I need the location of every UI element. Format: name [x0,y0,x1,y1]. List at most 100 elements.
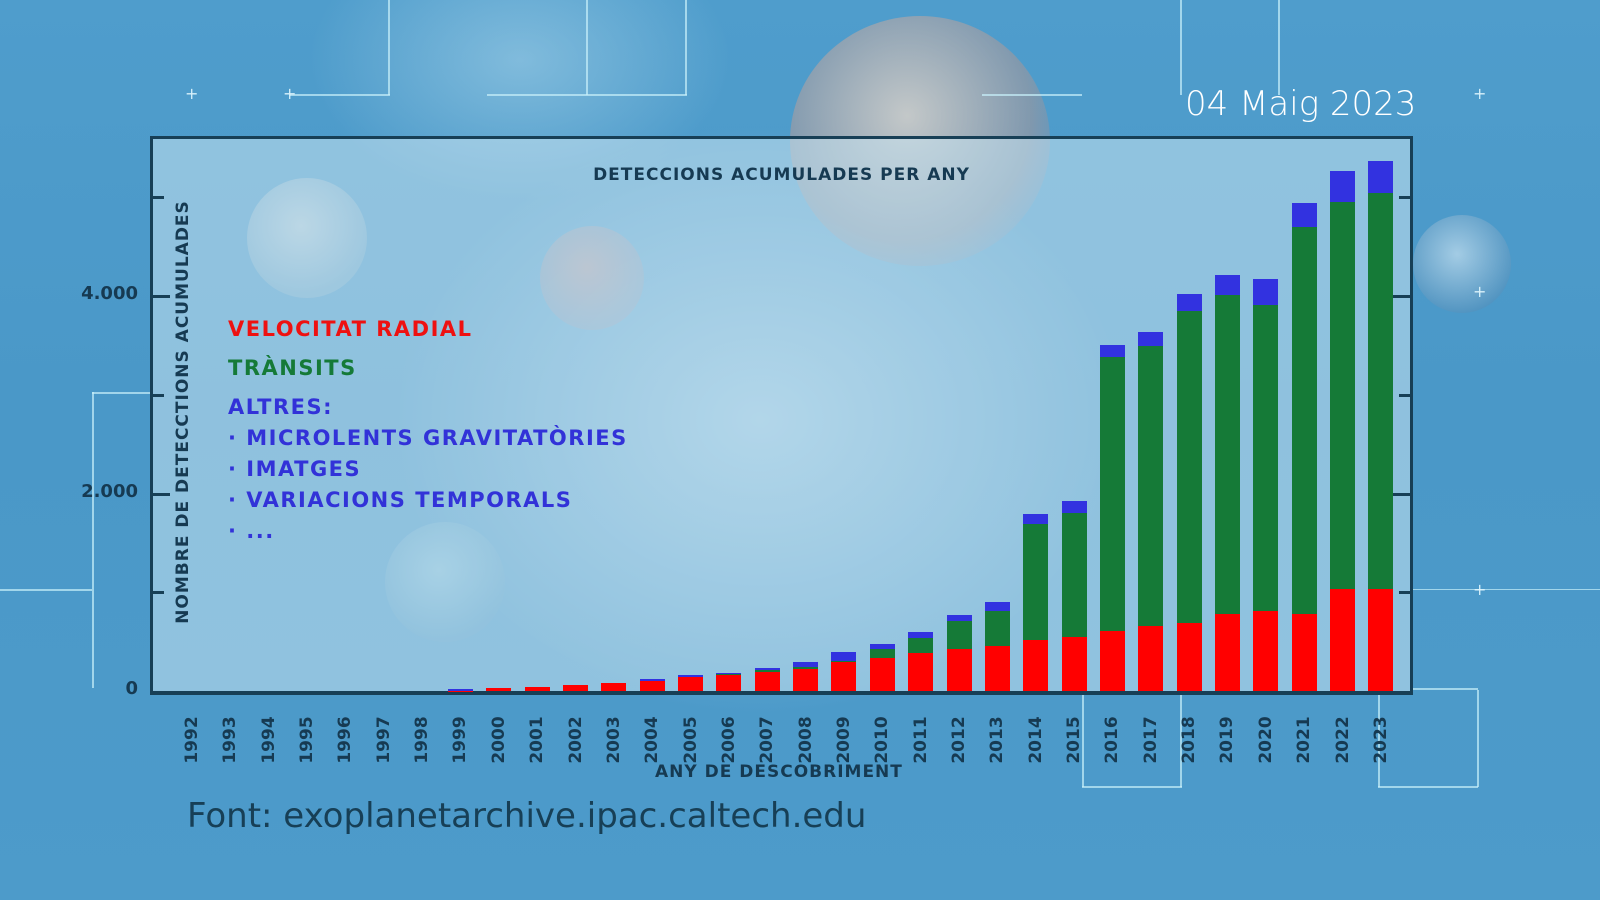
x-tick-label: 2005 [680,716,701,764]
x-tick-label: 2001 [527,716,548,764]
decor-line [1278,0,1280,95]
bar-segment [1253,304,1279,611]
decor-cross: + [283,84,297,103]
bar-2009 [831,652,857,691]
bar-segment [1099,345,1125,358]
x-tick-label: 2020 [1255,716,1276,764]
bar-segment [639,681,665,691]
bar-2000 [486,688,512,691]
legend-transits: TRÀNSITS [228,356,357,380]
decor-line [1082,786,1182,788]
y-tick-label: 0 [125,678,138,699]
bar-segment [486,688,512,691]
bar-2004 [639,678,665,691]
x-tick-label: 2012 [949,716,969,764]
y-tick [1393,492,1410,496]
bar-segment [1176,622,1202,691]
bar-segment [908,637,934,654]
bar-segment [1061,501,1087,514]
bar-segment [1330,202,1355,590]
bar-2001 [524,686,550,691]
bar-segment [1099,630,1125,691]
bar-segment [1291,226,1317,614]
bar-segment [946,614,972,621]
bar-segment [1061,636,1087,691]
x-tick-label: 2016 [1102,716,1123,764]
bar-segment [678,675,704,677]
bar-segment [1176,310,1202,623]
chart-title: DETECCIONS ACUMULADES PER ANY [593,165,970,185]
bar-segment [831,652,857,661]
bar-segment [1138,625,1164,691]
decor-cross: + [185,84,199,103]
bar-segment [793,661,819,667]
x-tick-label: 2004 [642,716,663,764]
bar-segment [1330,170,1355,203]
x-tick-label: 2009 [833,716,854,764]
bar-segment [984,602,1010,612]
bar-segment [1291,613,1317,691]
bar-segment [1253,279,1279,305]
y-tick [153,492,170,496]
bar-2023 [1368,160,1394,691]
decor-cross: + [1473,580,1487,599]
decor-line [1477,690,1479,787]
x-tick-label: 2023 [1370,716,1391,764]
bar-segment [1176,294,1202,311]
bar-segment [984,645,1010,691]
decor-line [92,392,94,688]
bar-2018 [1176,294,1202,691]
bar-segment [563,685,588,691]
bar-segment [678,677,704,691]
bar-segment [447,689,473,691]
x-tick-label: 2022 [1332,716,1353,764]
y-axis-title: NOMBRE DE DETECCTIONS ACUMULADES [173,200,193,624]
bar-segment [601,682,627,691]
y-tick [153,591,164,595]
bar-2003 [601,682,627,691]
x-tick-label: 2003 [603,716,624,764]
bar-2012 [946,614,972,691]
bar-segment [869,649,895,659]
bar-segment [984,611,1010,646]
x-tick-label: 2010 [872,716,893,764]
x-axis-title: ANY DE DESCOBRIMENT [655,762,903,782]
bar-segment [754,672,780,691]
y-tick [153,393,164,397]
decor-cross: + [1473,84,1487,103]
x-tick-label: 1994 [258,716,279,764]
y-tick [1393,295,1410,298]
x-tick-label: 1993 [220,716,241,764]
x-tick-label: 2011 [910,716,931,764]
chart-plot-area: DETECCIONS ACUMULADES PER ANY [150,136,1413,695]
bar-segment [716,672,742,675]
bar-segment [754,669,780,673]
bar-2020 [1253,279,1279,691]
bar-segment [1330,589,1355,691]
legend-others-item: · IMATGES [228,457,362,481]
bar-segment [1253,611,1279,691]
bar-1999 [447,689,473,691]
bar-segment [869,644,895,650]
decor-line [1410,589,1600,590]
y-tick [153,295,170,298]
bar-2015 [1061,501,1087,691]
x-tick-label: 1996 [335,716,356,764]
bar-segment [793,668,819,691]
decor-line [1082,690,1084,787]
decor-line [1410,688,1478,690]
decor-line [1180,690,1182,787]
bar-segment [946,620,972,649]
x-tick-label: 1997 [373,716,394,764]
bar-segment [1023,514,1049,525]
decor-line [1378,690,1380,787]
legend-others-heading: ALTRES: [228,395,334,419]
bar-segment [869,658,895,691]
bar-2019 [1214,275,1240,691]
bar-2017 [1138,331,1164,691]
x-tick-label: 2015 [1064,716,1085,764]
y-tick [1399,591,1410,595]
decor-line [1180,0,1182,95]
bar-segment [831,660,857,662]
bar-2014 [1023,514,1049,691]
